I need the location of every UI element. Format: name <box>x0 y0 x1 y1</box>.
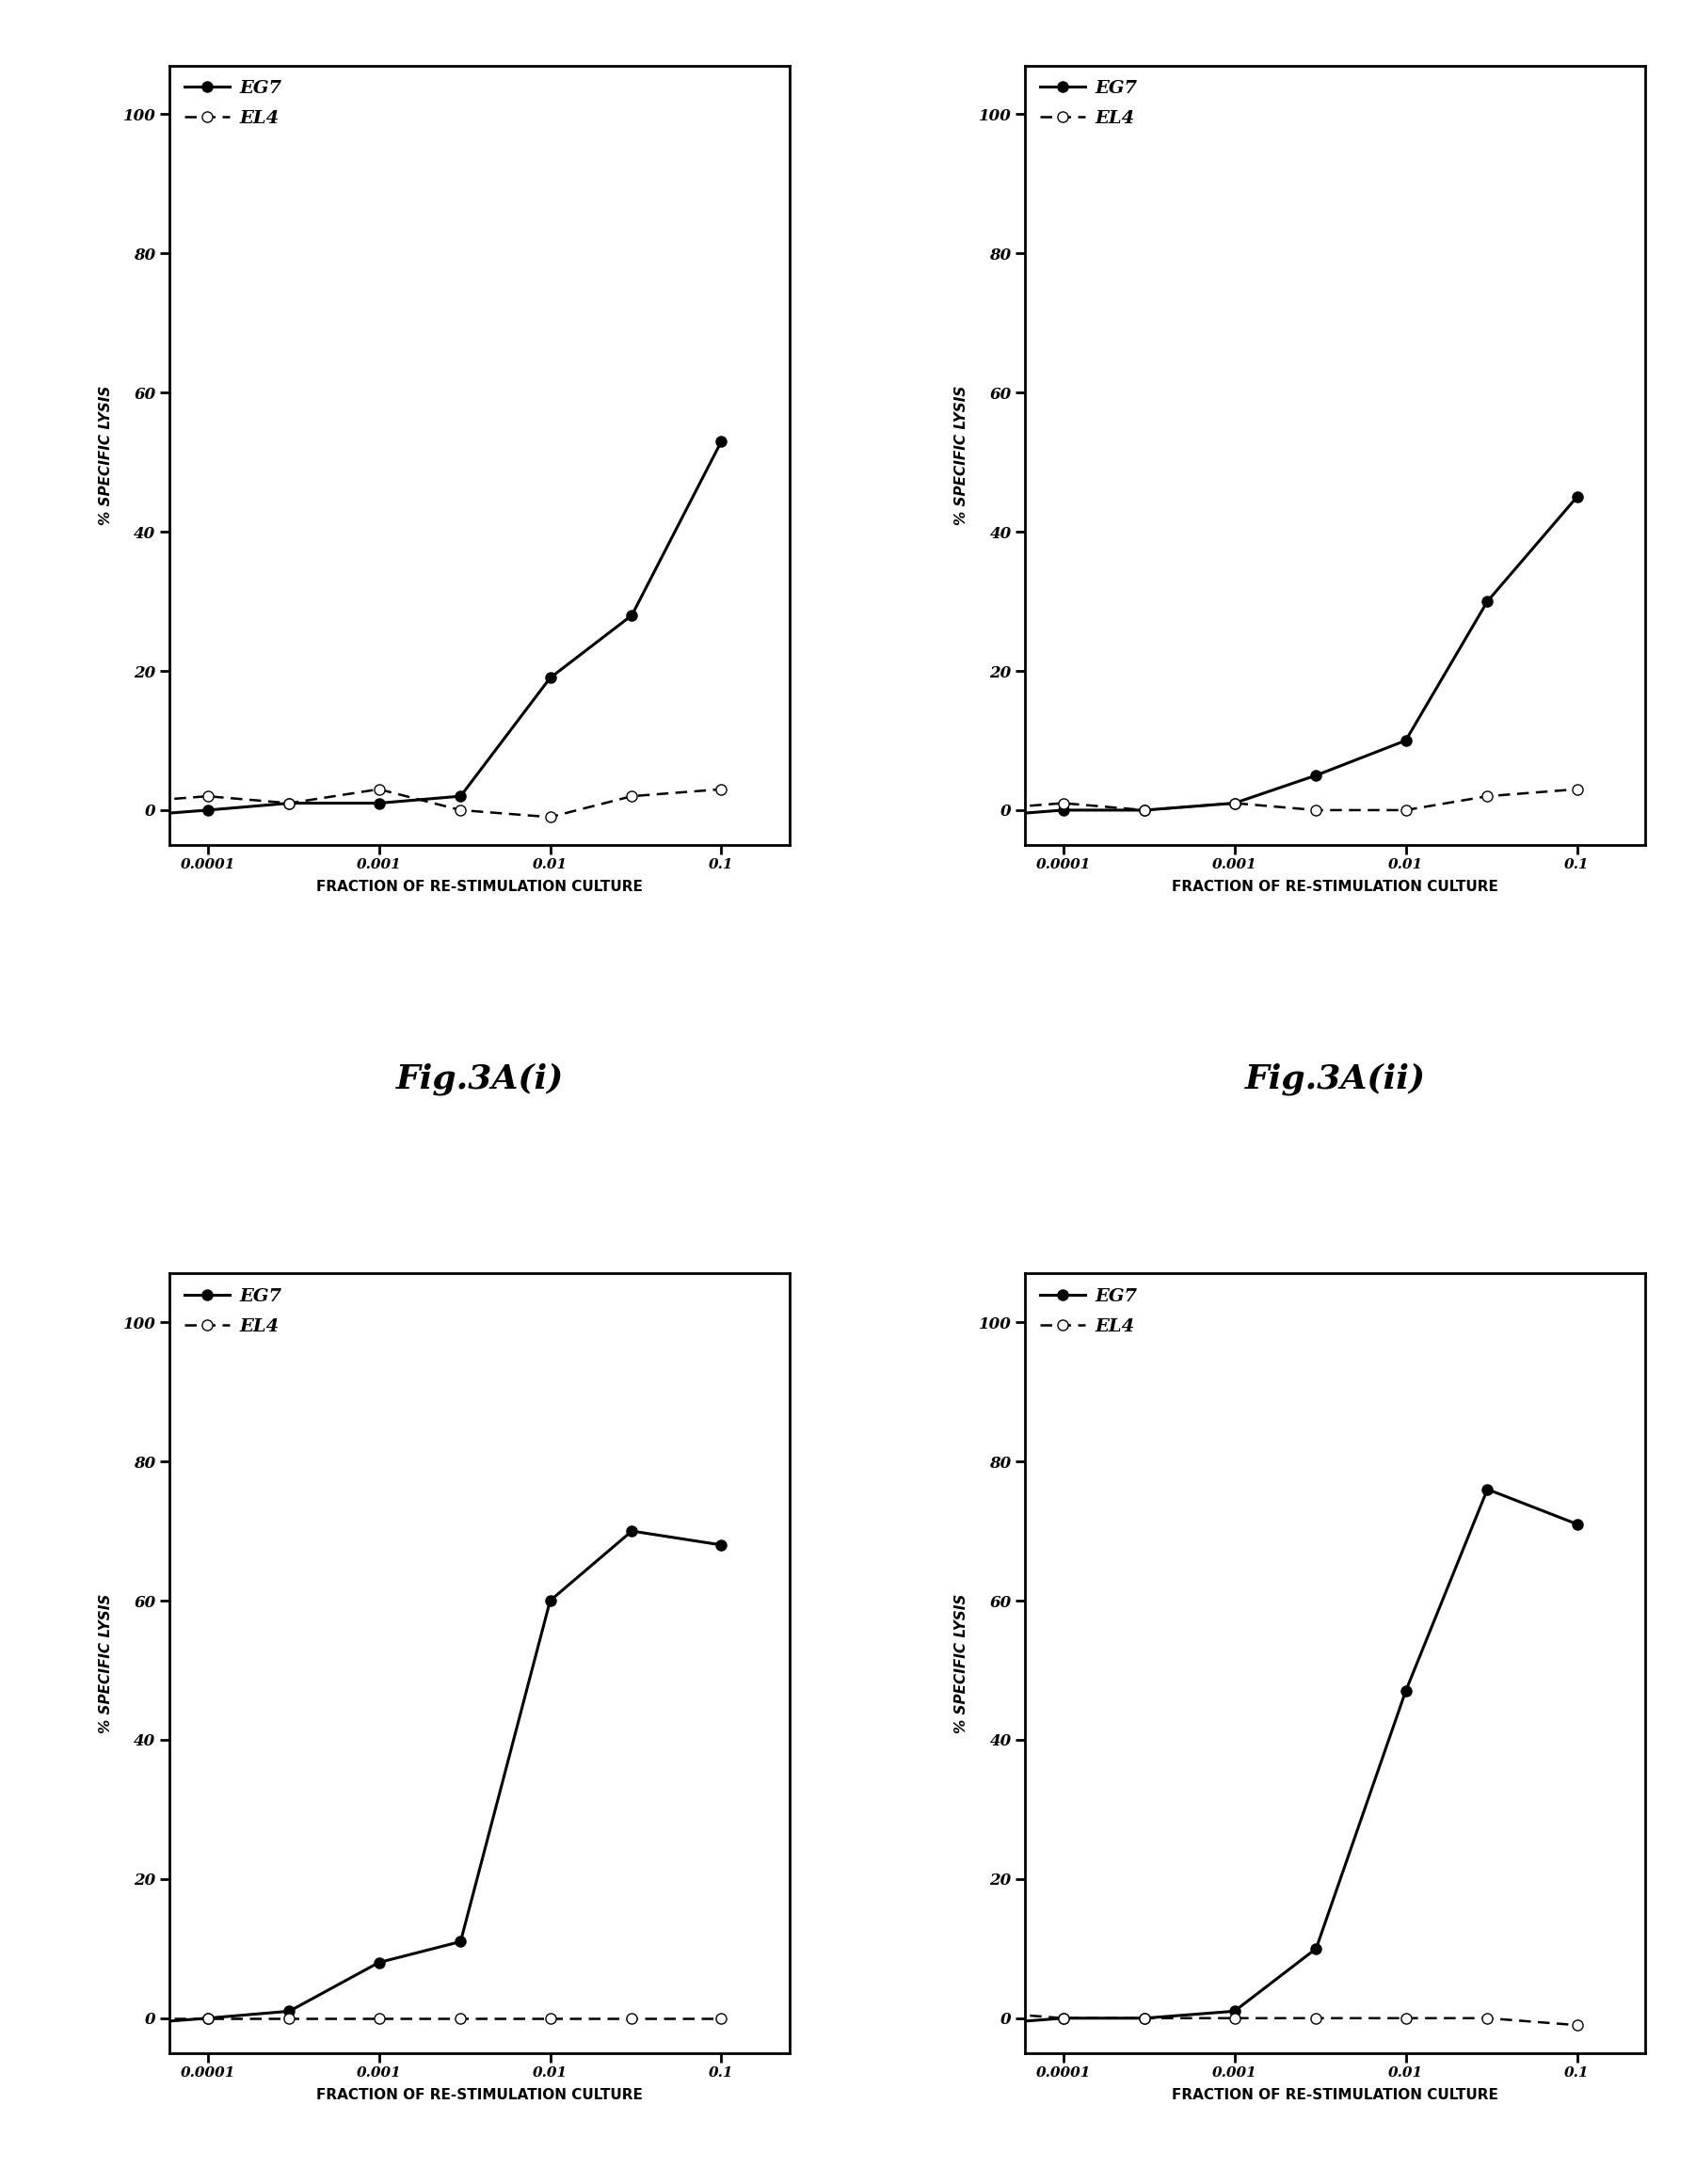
Y-axis label: % SPECIFIC LYSIS: % SPECIFIC LYSIS <box>955 1594 968 1734</box>
X-axis label: FRACTION OF RE-STIMULATION CULTURE: FRACTION OF RE-STIMULATION CULTURE <box>317 880 643 893</box>
Y-axis label: % SPECIFIC LYSIS: % SPECIFIC LYSIS <box>98 1594 112 1734</box>
Legend: EG7, EL4: EG7, EL4 <box>178 1282 287 1341</box>
Legend: EG7, EL4: EG7, EL4 <box>1035 74 1143 133</box>
X-axis label: FRACTION OF RE-STIMULATION CULTURE: FRACTION OF RE-STIMULATION CULTURE <box>1172 880 1498 893</box>
Y-axis label: % SPECIFIC LYSIS: % SPECIFIC LYSIS <box>955 384 968 524</box>
Legend: EG7, EL4: EG7, EL4 <box>178 74 287 133</box>
Legend: EG7, EL4: EG7, EL4 <box>1035 1282 1143 1341</box>
X-axis label: FRACTION OF RE-STIMULATION CULTURE: FRACTION OF RE-STIMULATION CULTURE <box>317 2088 643 2101</box>
Text: Fig.3A(i): Fig.3A(i) <box>395 1064 563 1096</box>
Y-axis label: % SPECIFIC LYSIS: % SPECIFIC LYSIS <box>98 384 112 524</box>
X-axis label: FRACTION OF RE-STIMULATION CULTURE: FRACTION OF RE-STIMULATION CULTURE <box>1172 2088 1498 2101</box>
Text: Fig.3A(ii): Fig.3A(ii) <box>1245 1064 1426 1096</box>
